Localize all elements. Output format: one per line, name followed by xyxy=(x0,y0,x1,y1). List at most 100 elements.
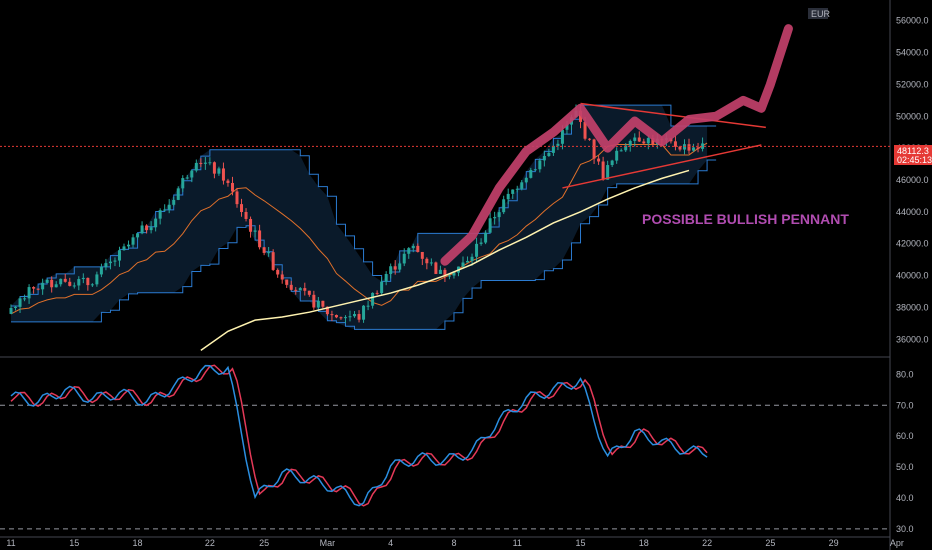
candle-body xyxy=(27,287,31,299)
x-tick-label: 11 xyxy=(6,538,15,548)
candle-body xyxy=(267,252,271,254)
candle-body xyxy=(14,306,18,308)
candle-body xyxy=(280,274,284,280)
channel-lower-line xyxy=(11,159,717,330)
candle-body xyxy=(208,162,212,164)
candle-body xyxy=(176,188,180,200)
y-tick-label: 52000.0 xyxy=(896,79,929,89)
candle-body xyxy=(407,248,411,254)
y-tick-label: 42000.0 xyxy=(896,239,929,249)
candle-body xyxy=(343,317,347,319)
candle-body xyxy=(484,232,488,243)
moving-average-line xyxy=(200,169,690,352)
last-price-marker: 48112.3 02:45:13 xyxy=(894,145,932,165)
candle-body xyxy=(90,284,94,286)
osc-y-tick-label: 40.0 xyxy=(896,493,914,503)
candle-body xyxy=(136,233,140,238)
candle-body xyxy=(348,316,352,318)
candle-body xyxy=(77,279,81,286)
countdown-label: 02:45:13 xyxy=(897,155,932,165)
candle-body xyxy=(682,144,686,150)
candle-body xyxy=(529,170,533,178)
candle-body xyxy=(588,138,592,140)
candle-body xyxy=(86,277,90,286)
x-tick-label: 22 xyxy=(702,538,712,548)
candle-body xyxy=(131,237,135,245)
candle-body xyxy=(466,260,470,263)
candle-body xyxy=(226,180,230,183)
forecast-path xyxy=(440,24,793,266)
candle-body xyxy=(551,145,555,153)
candle-body xyxy=(447,275,451,277)
candle-body xyxy=(316,300,320,308)
candlesticks xyxy=(0,104,890,324)
candle-body xyxy=(276,269,280,275)
candle-body xyxy=(398,263,402,270)
candle-body xyxy=(334,315,338,318)
candle-body xyxy=(597,158,601,162)
y-tick-label: 56000.0 xyxy=(896,16,929,26)
candle-body xyxy=(601,161,605,180)
candle-body xyxy=(23,298,27,300)
osc-main-line xyxy=(10,364,708,507)
x-tick-label: 15 xyxy=(69,538,79,548)
currency-badge[interactable] xyxy=(808,8,828,19)
x-tick-label: Apr xyxy=(890,538,904,548)
candle-body xyxy=(81,277,85,280)
candle-body xyxy=(194,162,198,171)
candle-body xyxy=(488,218,492,233)
candle-body xyxy=(185,177,189,179)
candle-body xyxy=(610,160,614,166)
candle-body xyxy=(479,242,483,244)
candle-body xyxy=(104,263,108,268)
candle-body xyxy=(434,262,438,274)
candle-body xyxy=(41,282,45,290)
y-tick-label: 36000.0 xyxy=(896,334,929,344)
candle-body xyxy=(384,273,388,282)
x-tick-label: 8 xyxy=(451,538,456,548)
candle-body xyxy=(158,210,162,219)
candle-body xyxy=(199,162,203,164)
candle-body xyxy=(633,137,637,141)
candle-body xyxy=(357,314,361,320)
candle-body xyxy=(154,218,158,228)
y-tick-label: 38000.0 xyxy=(896,302,929,312)
candle-body xyxy=(203,162,207,164)
candle-body xyxy=(651,138,655,145)
x-tick-label: 11 xyxy=(513,538,522,548)
candle-body xyxy=(59,278,63,285)
candle-body xyxy=(181,178,185,189)
candle-body xyxy=(140,225,144,234)
candle-body xyxy=(312,294,316,308)
candle-body xyxy=(619,150,623,152)
candle-body xyxy=(9,307,13,314)
candle-body xyxy=(461,262,465,267)
candle-body xyxy=(696,147,700,149)
candle-body xyxy=(411,245,415,249)
candle-body xyxy=(420,251,424,259)
candle-body xyxy=(244,211,248,219)
candle-body xyxy=(99,267,103,275)
y-tick-label: 46000.0 xyxy=(896,175,929,185)
candle-body xyxy=(294,289,298,291)
y-tick-label: 54000.0 xyxy=(896,48,929,58)
channel-fill xyxy=(11,105,708,330)
candle-body xyxy=(687,144,691,151)
x-tick-label: 29 xyxy=(829,538,839,548)
candle-body xyxy=(524,177,528,183)
candle-body xyxy=(678,146,682,150)
candle-body xyxy=(533,169,537,171)
candle-body xyxy=(452,272,456,276)
candle-body xyxy=(416,245,420,252)
candle-body xyxy=(18,298,22,307)
candle-body xyxy=(253,230,257,232)
pennant-lower-line xyxy=(562,144,762,189)
candle-body xyxy=(547,152,551,157)
y-tick-label: 44000.0 xyxy=(896,207,929,217)
candle-body xyxy=(637,137,641,142)
time-axis: 11 15 18 22 25 Mar 4 8 11 15 18 22 25 29 Apr xyxy=(6,538,904,548)
candle-body xyxy=(443,269,447,276)
x-tick-label: 18 xyxy=(639,538,649,548)
candle-body xyxy=(380,281,384,294)
